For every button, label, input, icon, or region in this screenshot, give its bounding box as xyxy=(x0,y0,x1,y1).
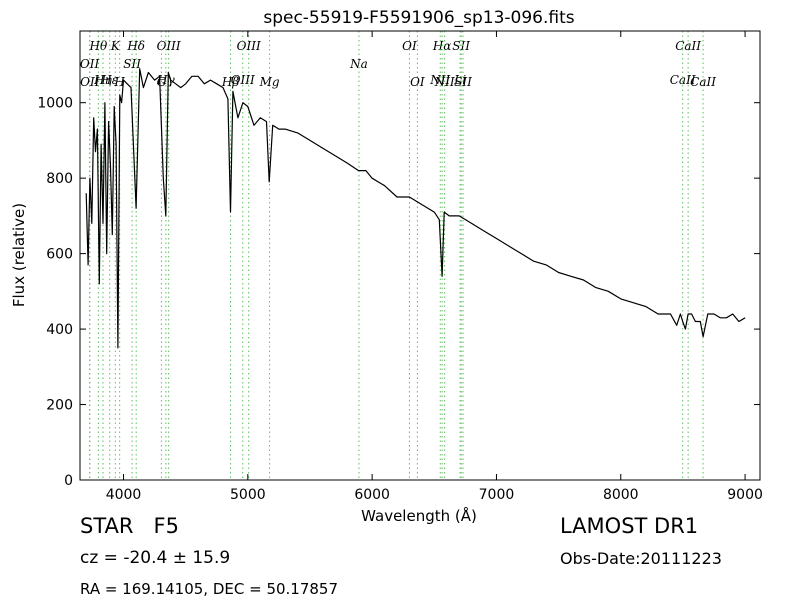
marker-label-19: Hα xyxy=(432,39,452,53)
x-axis: 4000 5000 6000 7000 8000 9000 xyxy=(106,31,763,503)
y-tick-label-2: 400 xyxy=(46,322,73,338)
y-tick-label-1: 200 xyxy=(46,398,73,414)
x-tick-label-1: 5000 xyxy=(230,487,266,503)
spectrum-line-group xyxy=(85,68,746,349)
observation-date: Obs-Date:20111223 xyxy=(560,549,722,568)
marker-label-24: SII xyxy=(454,75,472,89)
x-tick-label-2: 6000 xyxy=(354,487,390,503)
marker-label-8: Hδ xyxy=(126,39,145,53)
marker-label-3: Hη xyxy=(93,73,112,87)
x-tick-label-4: 8000 xyxy=(603,487,639,503)
object-class: STAR xyxy=(80,514,134,538)
y-axis-label: Flux (relative) xyxy=(10,203,28,307)
marker-label-5: Hε xyxy=(100,73,118,87)
marker-label-2: OII xyxy=(80,75,100,89)
marker-label-0: Hθ xyxy=(89,39,108,53)
marker-label-11: G xyxy=(157,75,167,89)
y-axis: 0 200 400 600 800 1000 xyxy=(37,96,760,489)
marker-label-25: CaII xyxy=(675,39,701,53)
marker-label-4: K xyxy=(110,39,121,53)
marker-label-15: Mg xyxy=(259,75,280,89)
x-tick-label-5: 9000 xyxy=(727,487,763,503)
marker-label-14: Hβ xyxy=(221,75,239,89)
survey-name: LAMOST DR1 xyxy=(560,514,699,538)
x-tick-label-3: 7000 xyxy=(479,487,515,503)
plot-frame xyxy=(79,30,761,481)
marker-label-6: SII xyxy=(123,57,141,71)
chart-title: spec-55919-F5591906_sp13-096.fits xyxy=(263,8,574,28)
marker-label-9: OIII xyxy=(157,39,181,53)
marker-label-26: CaII xyxy=(670,73,696,87)
y-tick-label-0: 0 xyxy=(64,473,73,489)
y-tick-label-5: 1000 xyxy=(37,96,73,112)
y-tick-label-4: 800 xyxy=(46,171,73,187)
marker-label-22: NII xyxy=(434,75,455,89)
marker-label-20: SII xyxy=(452,39,470,53)
redshift-readout: cz = -20.4 ± 15.9 xyxy=(80,548,231,568)
marker-label-18: OI xyxy=(410,75,425,89)
x-tick-label-0: 4000 xyxy=(106,487,142,503)
object-classification: STAR F5 xyxy=(80,514,179,538)
y-tick-label-3: 600 xyxy=(46,247,73,263)
marker-label-16: Na xyxy=(349,57,368,71)
marker-label-12: OIII xyxy=(237,39,261,53)
marker-label-27: CaII xyxy=(690,75,716,89)
marker-label-7: H xyxy=(113,75,125,89)
marker-label-21: NII xyxy=(429,73,450,87)
object-subclass: F5 xyxy=(153,514,179,538)
spectrum-line-0 xyxy=(85,68,746,349)
coordinates-readout: RA = 169.14105, DEC = 50.17857 xyxy=(80,580,339,598)
marker-label-13: OIII xyxy=(231,73,255,87)
marker-label-17: OI xyxy=(402,39,417,53)
x-axis-label: Wavelength (Å) xyxy=(361,506,477,525)
